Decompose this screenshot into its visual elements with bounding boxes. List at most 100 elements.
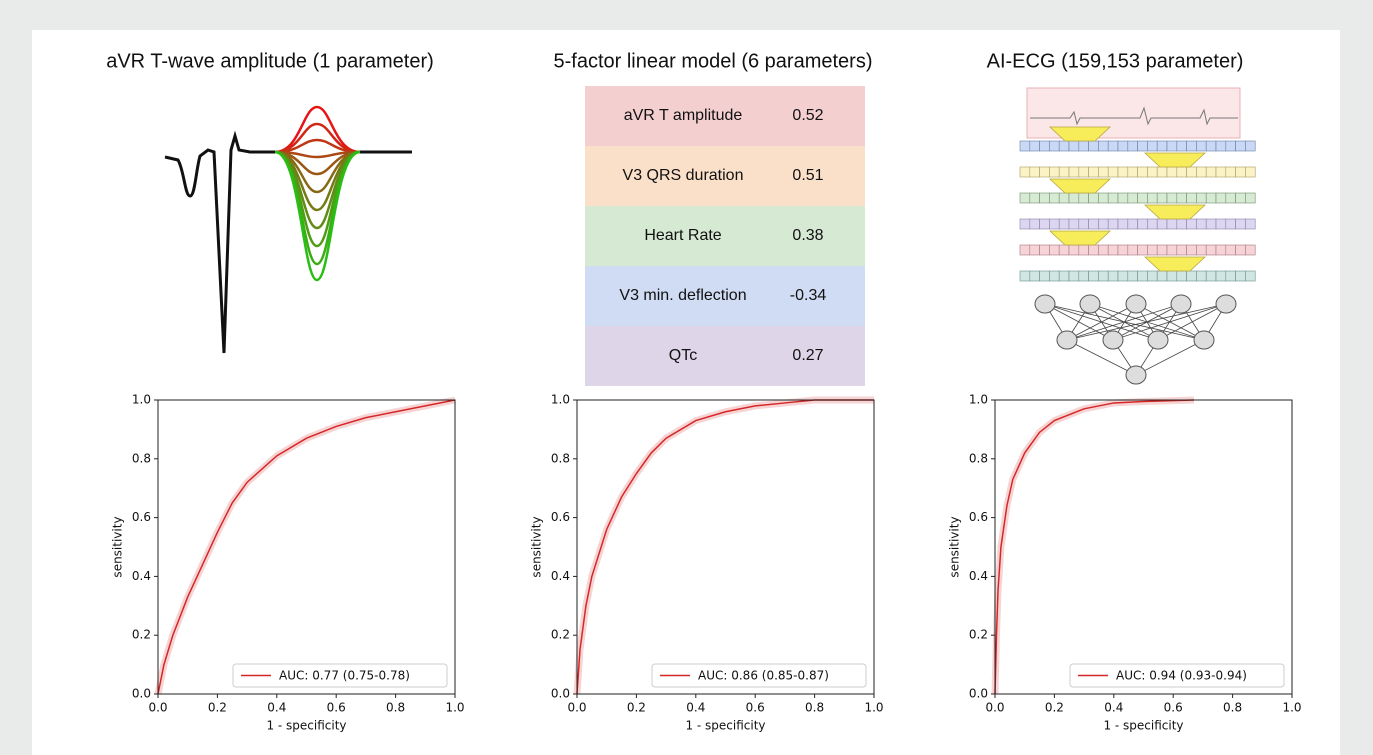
- neuron: [1170, 294, 1192, 314]
- layer-cell: [1107, 166, 1119, 178]
- layer-cell: [1176, 192, 1187, 204]
- layer-cell: [1019, 140, 1031, 152]
- layer-cell: [1117, 244, 1129, 256]
- layer-cell: [1127, 244, 1138, 256]
- layer-cell: [1068, 244, 1080, 256]
- ecg-diagram: [164, 105, 412, 354]
- layer-cell: [1147, 140, 1158, 152]
- layer-cell: [1058, 218, 1070, 230]
- x-tick-label: 0.6: [327, 701, 346, 715]
- connection: [1135, 339, 1205, 376]
- roc-curve: [157, 399, 456, 695]
- y-tick-label: 0.6: [969, 510, 988, 524]
- table-value: 0.51: [792, 167, 823, 184]
- layer-cell: [1215, 140, 1227, 152]
- dense-layers: [1034, 294, 1237, 385]
- connection: [1066, 303, 1182, 341]
- layer-cell: [1029, 140, 1040, 152]
- kernel: [1143, 256, 1207, 272]
- layer-cell: [1088, 270, 1099, 282]
- y-tick-label: 0.4: [132, 569, 151, 583]
- layer-cell: [1107, 192, 1119, 204]
- layer-cell: [1225, 192, 1236, 204]
- layer-cell: [1078, 140, 1089, 152]
- layer-cell: [1137, 192, 1148, 204]
- connection: [1157, 303, 1227, 341]
- neuron: [1215, 294, 1237, 314]
- layer-cell: [1176, 270, 1187, 282]
- network-diagram: [1019, 87, 1256, 385]
- table-label: Heart Rate: [644, 227, 721, 244]
- layer-cell: [1107, 244, 1119, 256]
- x-axis-label: 1 - specificity: [266, 719, 346, 733]
- layer-cell: [1245, 218, 1256, 230]
- neuron: [1056, 330, 1078, 350]
- layer-cell: [1058, 166, 1070, 178]
- layer-cell: [1147, 244, 1158, 256]
- x-tick-label: 0.8: [805, 701, 824, 715]
- table-label: V3 min. deflection: [619, 287, 746, 304]
- layer-cell: [1058, 270, 1070, 282]
- legend-label: AUC: 0.94 (0.93-0.94): [1116, 669, 1247, 683]
- layer-cell: [1186, 270, 1197, 282]
- roc-charts: 0.0 0.2 0.4 0.6 0.8 1.0 0.0 0.2 0.4 0.6 0.8 1.0 1 - …: [111, 393, 1302, 733]
- coef-table: aVR T amplitude 0.52 V3 QRS duration 0.51 He…: [585, 86, 865, 386]
- layer-cell: [1029, 244, 1040, 256]
- layer-cell: [1205, 270, 1217, 282]
- x-tick-label: 0.4: [1104, 701, 1123, 715]
- x-tick-label: 0.6: [1164, 701, 1183, 715]
- kernel: [1048, 178, 1112, 194]
- roc-chart: 0.0 0.2 0.4 0.6 0.8 1.0 0.0 0.2 0.4 0.6 0.8 1.0 1 - …: [948, 393, 1302, 733]
- layer-cell: [1176, 244, 1187, 256]
- table-label: V3 QRS duration: [623, 167, 744, 184]
- layer-cell: [1235, 166, 1246, 178]
- layer-cell: [1058, 140, 1070, 152]
- layer-cell: [1225, 244, 1236, 256]
- layer-cell: [1029, 270, 1040, 282]
- layer-cell: [1029, 166, 1040, 178]
- layer-cell: [1049, 218, 1060, 230]
- layer-cell: [1127, 270, 1138, 282]
- layer-cell: [1039, 166, 1050, 178]
- y-tick-label: 0.4: [551, 569, 570, 583]
- legend-box: [232, 663, 448, 688]
- x-tick-label: 0.6: [746, 701, 765, 715]
- layer-cell: [1078, 218, 1089, 230]
- layer-cell: [1147, 192, 1158, 204]
- layer-cell: [1068, 192, 1080, 204]
- layer-cell: [1205, 244, 1217, 256]
- x-tick-label: 0.8: [386, 701, 405, 715]
- layer-cell: [1117, 218, 1129, 230]
- layer-cell: [1225, 218, 1236, 230]
- y-tick-label: 1.0: [969, 393, 988, 407]
- layer-cell: [1225, 166, 1236, 178]
- y-axis-label: sensitivity: [948, 516, 962, 577]
- ecg-input-trace: [1030, 106, 1238, 126]
- layer-cell: [1235, 192, 1246, 204]
- layer-cell: [1245, 140, 1256, 152]
- layer-cell: [1019, 270, 1031, 282]
- layer-cell: [1245, 244, 1256, 256]
- layer-cell: [1235, 218, 1246, 230]
- layer-cell: [1186, 218, 1197, 230]
- layer-cell: [1029, 218, 1040, 230]
- layer-cell: [1058, 244, 1070, 256]
- plot-frame: [994, 399, 1293, 695]
- x-tick-label: 0.2: [1045, 701, 1064, 715]
- layer-cell: [1137, 166, 1148, 178]
- table-label: aVR T amplitude: [624, 107, 743, 124]
- t-wave-variant: [274, 150, 361, 282]
- layer-cell: [1166, 192, 1178, 204]
- layer-cell: [1196, 218, 1207, 230]
- kernel: [1048, 230, 1112, 246]
- neuron: [1034, 294, 1056, 314]
- layer-cell: [1166, 140, 1178, 152]
- layer-cell: [1049, 192, 1060, 204]
- x-axis-label: 1 - specificity: [1103, 719, 1183, 733]
- layer-cell: [1039, 244, 1050, 256]
- layer-cell: [1098, 244, 1109, 256]
- t-wave-variant: [274, 150, 361, 212]
- y-tick-label: 0.0: [969, 687, 988, 701]
- connection: [1066, 303, 1137, 341]
